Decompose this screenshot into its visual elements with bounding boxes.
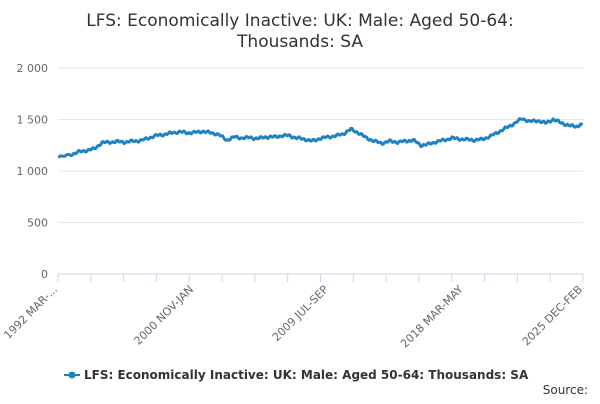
y-tick-label: 0: [41, 268, 48, 281]
source-label: Source:: [543, 383, 588, 397]
x-tick-label: 1992 MAR-...: [1, 283, 60, 342]
chart-title-line-2: Thousands: SA: [236, 32, 363, 52]
legend-dot-icon: [68, 371, 76, 379]
y-tick-label: 2 000: [17, 62, 49, 75]
y-tick-label: 1 500: [17, 114, 49, 127]
gridlines: [58, 67, 583, 275]
x-tick-label: 2025 DEC-FEB: [520, 283, 585, 348]
x-axis: 1992 MAR-... 2000 NOV-JAN 2009 JUL-SEP 2018…: [1, 273, 585, 351]
x-tick-label: 2009 JUL-SEP: [270, 283, 331, 344]
legend-label: LFS: Economically Inactive: UK: Male: Ag…: [84, 368, 529, 382]
x-tick-label: 2000 NOV-JAN: [132, 283, 197, 348]
y-tick-label: 1 000: [17, 165, 49, 178]
legend[interactable]: LFS: Economically Inactive: UK: Male: Ag…: [64, 368, 529, 382]
chart-title-line-1: LFS: Economically Inactive: UK: Male: Ag…: [86, 11, 513, 31]
y-tick-label: 500: [27, 217, 48, 230]
series-line[interactable]: [57, 117, 584, 159]
series-layer: [57, 117, 584, 159]
y-axis: 0 500 1 000 1 500 2 000: [17, 62, 49, 281]
x-tick-label: 2018 MAR-MAY: [398, 283, 466, 351]
